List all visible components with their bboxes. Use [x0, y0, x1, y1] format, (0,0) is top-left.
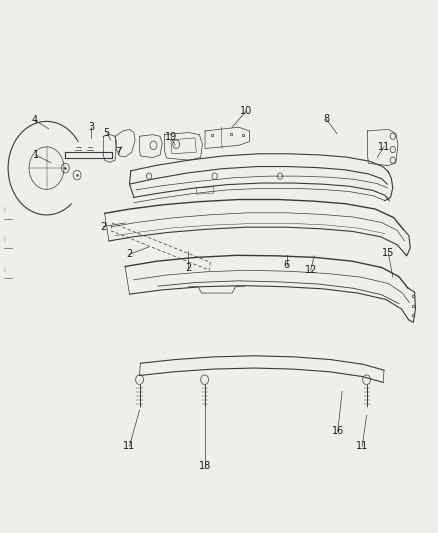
Text: 15: 15: [382, 248, 395, 258]
Text: |: |: [3, 236, 5, 241]
Text: 3: 3: [88, 122, 94, 132]
Text: 16: 16: [332, 426, 344, 437]
Text: 2: 2: [127, 249, 133, 259]
Text: 2: 2: [185, 263, 191, 273]
Text: 18: 18: [198, 461, 211, 471]
Text: 8: 8: [323, 114, 329, 124]
Text: 1: 1: [32, 150, 39, 160]
Text: 11: 11: [378, 142, 390, 152]
Text: 6: 6: [284, 261, 290, 270]
Text: 7: 7: [116, 147, 122, 157]
Text: 12: 12: [304, 265, 317, 275]
Text: 5: 5: [104, 127, 110, 138]
Text: 2: 2: [100, 222, 106, 232]
Text: 11: 11: [356, 441, 368, 451]
Text: |: |: [3, 266, 5, 272]
Text: 4: 4: [32, 115, 38, 125]
Text: |: |: [3, 207, 5, 212]
Text: 19: 19: [165, 132, 177, 142]
Text: 10: 10: [240, 106, 252, 116]
Text: 11: 11: [124, 441, 136, 451]
